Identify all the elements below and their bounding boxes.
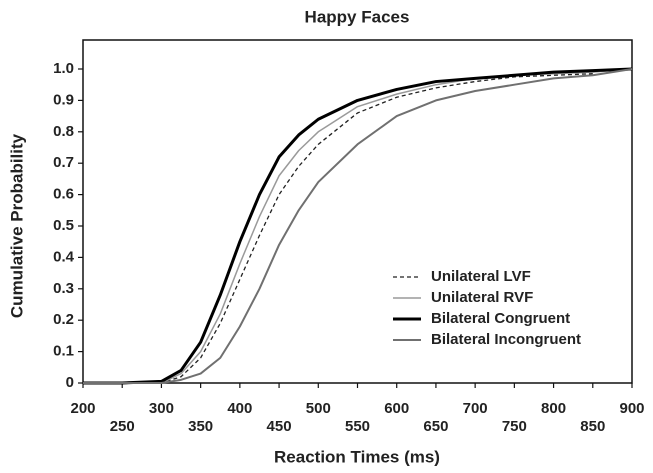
x-tick-label: 900 [619,400,644,417]
y-tick-label: 0.8 [53,123,74,140]
x-tick-label: 700 [463,400,488,417]
x-axis-label: Reaction Times (ms) [274,447,440,466]
y-tick-label: 0.6 [53,186,74,203]
x-tick-label: 600 [384,400,409,417]
legend-label: Unilateral RVF [431,289,533,306]
y-axis-label: Cumulative Probability [7,133,26,318]
x-tick-label: 200 [70,400,95,417]
legend-label: Bilateral Congruent [431,310,570,327]
series-line [83,73,593,384]
y-tick-label: 0.3 [53,280,74,297]
legend-label: Bilateral Incongruent [431,331,581,348]
chart-title: Happy Faces [305,7,410,26]
x-tick-label: 550 [345,418,370,435]
x-tick-label: 850 [580,418,605,435]
x-tick-label: 450 [267,418,292,435]
y-tick-label: 0 [66,374,74,391]
series-line [83,68,633,384]
legend-label: Unilateral LVF [431,268,531,285]
series-line [83,67,633,385]
x-tick-label: 650 [423,418,448,435]
y-tick-label: 0.9 [53,91,74,108]
y-tick-label: 0.7 [53,154,74,171]
y-tick-label: 1.0 [53,60,74,77]
x-tick-label: 500 [306,400,331,417]
y-tick-label: 0.4 [53,248,75,265]
x-tick-label: 400 [227,400,252,417]
x-tick-label: 300 [149,400,174,417]
x-tick-label: 750 [502,418,527,435]
x-tick-label: 250 [110,418,135,435]
y-tick-label: 0.2 [53,311,74,328]
y-tick-label: 0.5 [53,217,74,234]
y-tick-label: 0.1 [53,343,74,360]
x-tick-label: 350 [188,418,213,435]
x-tick-label: 800 [541,400,566,417]
